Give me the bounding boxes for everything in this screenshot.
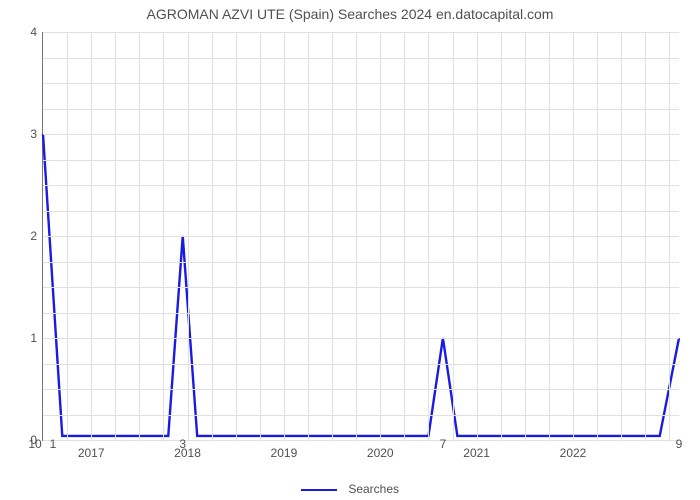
- legend-label: Searches: [348, 482, 399, 496]
- grid-line-h: [43, 211, 679, 212]
- x-tick-label: 2021: [463, 440, 490, 460]
- spike-label: 7: [440, 437, 447, 451]
- legend: Searches: [0, 482, 700, 496]
- grid-line-h: [43, 32, 679, 33]
- x-tick-label: 2020: [367, 440, 394, 460]
- y-tick-label: 1: [30, 331, 43, 345]
- grid-line-h: [43, 313, 679, 314]
- chart-title: AGROMAN AZVI UTE (Spain) Searches 2024 e…: [0, 6, 700, 22]
- spike-label: 3: [179, 437, 186, 451]
- plot-area: 01234201720182019202020212022101379: [42, 32, 679, 441]
- spike-label: 9: [676, 437, 683, 451]
- grid-line-h: [43, 236, 679, 237]
- y-tick-label: 4: [30, 25, 43, 39]
- grid-line-h: [43, 160, 679, 161]
- spike-label: 1: [50, 437, 57, 451]
- y-tick-label: 2: [30, 229, 43, 243]
- grid-line-h: [43, 262, 679, 263]
- grid-line-h: [43, 134, 679, 135]
- y-tick-label: 3: [30, 127, 43, 141]
- legend-line-sample: [301, 489, 337, 491]
- grid-line-h: [43, 83, 679, 84]
- grid-line-h: [43, 364, 679, 365]
- grid-line-h: [43, 58, 679, 59]
- grid-line-h: [43, 185, 679, 186]
- grid-line-h: [43, 389, 679, 390]
- x-tick-label: 2022: [560, 440, 587, 460]
- spike-label: 10: [28, 437, 41, 451]
- grid-line-h: [43, 338, 679, 339]
- x-tick-label: 2017: [78, 440, 105, 460]
- grid-line-h: [43, 109, 679, 110]
- x-tick-label: 2019: [271, 440, 298, 460]
- x-tick-label: 2018: [174, 440, 201, 460]
- grid-line-h: [43, 287, 679, 288]
- grid-line-h: [43, 415, 679, 416]
- chart-container: AGROMAN AZVI UTE (Spain) Searches 2024 e…: [0, 0, 700, 500]
